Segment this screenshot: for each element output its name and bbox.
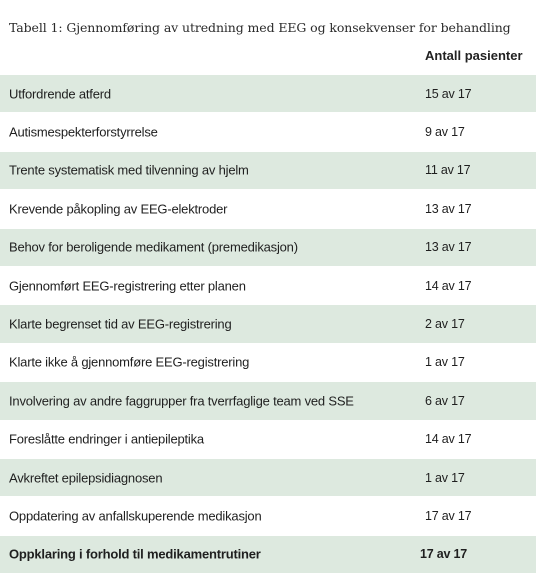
table-row: Klarte ikke å gjennomføre EEG-registreri… <box>0 343 536 383</box>
row-label: Trente systematisk med tilvenning av hje… <box>9 162 249 178</box>
row-value: 1 av 17 <box>425 355 465 370</box>
row-label: Autismespekterforstyrrelse <box>9 124 158 140</box>
table-row: Involvering av andre faggrupper fra tver… <box>0 382 536 421</box>
row-value: 1 av 17 <box>425 470 465 485</box>
table-row: Oppklaring i forhold til medikamentrutin… <box>0 535 536 574</box>
table-row: Utfordrende atferd 15 av 17 <box>0 75 536 114</box>
row-label: Oppdatering av anfallskuperende medikasj… <box>9 508 262 524</box>
row-value: 17 av 17 <box>420 547 468 562</box>
table-caption: Tabell 1: Gjennomføring av utredning med… <box>9 20 511 35</box>
row-label: Utfordrende atferd <box>9 86 111 102</box>
row-value: 14 av 17 <box>425 278 472 293</box>
row-value: 6 av 17 <box>425 393 465 408</box>
row-value: 2 av 17 <box>425 317 465 332</box>
row-value: 11 av 17 <box>425 163 471 178</box>
column-header-antall-pasienter: Antall pasienter <box>425 48 523 63</box>
row-value: 9 av 17 <box>425 125 465 140</box>
table-row: Trente systematisk med tilvenning av hje… <box>0 151 536 191</box>
row-value: 13 av 17 <box>425 240 472 255</box>
row-value: 17 av 17 <box>425 508 472 523</box>
table-row: Behov for beroligende medikament (premed… <box>0 228 536 267</box>
table-row: Gjennomført EEG-registrering etter plane… <box>0 266 536 306</box>
table-row: Oppdatering av anfallskuperende medikasj… <box>0 497 536 536</box>
row-label: Klarte begrenset tid av EEG-registrering <box>9 316 232 332</box>
row-label: Avkreftet epilepsidiagnosen <box>9 470 163 486</box>
row-value: 13 av 17 <box>425 201 472 216</box>
row-label: Foreslåtte endringer i antiepileptika <box>9 431 204 447</box>
row-value: 14 av 17 <box>425 432 472 447</box>
row-label: Gjennomført EEG-registrering etter plane… <box>9 278 246 294</box>
row-label: Involvering av andre faggrupper fra tver… <box>9 393 354 409</box>
row-label: Krevende påkopling av EEG-elektroder <box>9 201 228 217</box>
data-table: Utfordrende atferd 15 av 17 Autismespekt… <box>0 75 536 574</box>
row-label: Behov for beroligende medikament (premed… <box>9 239 298 255</box>
table-row: Klarte begrenset tid av EEG-registrering… <box>0 305 536 344</box>
table-row: Foreslåtte endringer i antiepileptika 14… <box>0 420 536 459</box>
table-row: Krevende påkopling av EEG-elektroder 13 … <box>0 190 536 229</box>
row-label: Oppklaring i forhold til medikamentrutin… <box>9 546 261 562</box>
row-value: 15 av 17 <box>425 86 472 101</box>
table-row: Avkreftet epilepsidiagnosen 1 av 17 <box>0 458 536 498</box>
table-row: Autismespekterforstyrrelse 9 av 17 <box>0 113 536 152</box>
row-label: Klarte ikke å gjennomføre EEG-registreri… <box>9 354 250 370</box>
